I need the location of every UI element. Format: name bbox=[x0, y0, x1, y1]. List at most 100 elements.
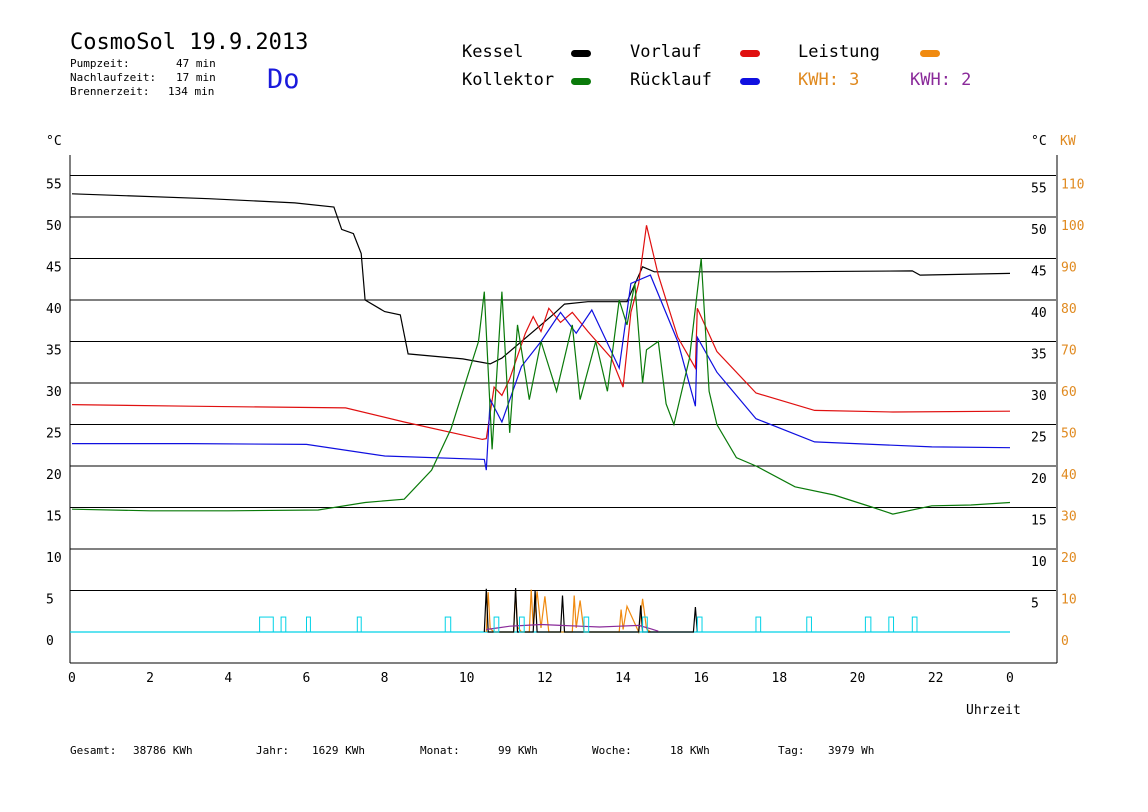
series-r-cklauf bbox=[72, 274, 1011, 471]
y-tick-right: 25 bbox=[1031, 431, 1047, 446]
x-tick: 4 bbox=[224, 671, 232, 686]
pump-marker bbox=[356, 616, 362, 633]
y-tick-right: 40 bbox=[1031, 306, 1047, 321]
x-tick: 2 bbox=[146, 671, 154, 686]
stat-value-brennerzeit: 134 min bbox=[168, 85, 215, 98]
y-tick-kw: 10 bbox=[1061, 593, 1077, 608]
y-tick-right: 30 bbox=[1031, 389, 1047, 404]
legend-kwh2-label: KWH: 2 bbox=[910, 70, 972, 90]
y-tick-left: 55 bbox=[46, 178, 62, 193]
y-tick-kw: 60 bbox=[1061, 385, 1077, 400]
stat-label-nachlaufzeit: Nachlaufzeit: bbox=[70, 71, 157, 84]
series-kwh-baseline bbox=[486, 623, 659, 632]
pump-marker bbox=[642, 616, 648, 633]
x-tick: 14 bbox=[615, 671, 631, 686]
series-vorlauf bbox=[71, 225, 1011, 441]
y-tick-left: 35 bbox=[46, 344, 62, 359]
y-tick-kw: 50 bbox=[1061, 427, 1077, 442]
y-tick-right: 45 bbox=[1031, 265, 1047, 280]
pump-marker bbox=[888, 616, 895, 633]
legend-vorlauf-label: Vorlauf bbox=[630, 42, 702, 62]
pump-marker bbox=[911, 616, 918, 633]
x-tick: 8 bbox=[381, 671, 389, 686]
y-tick-kw: 110 bbox=[1061, 178, 1084, 193]
pump-marker bbox=[864, 616, 872, 633]
legend-kollektor-swatch bbox=[571, 78, 591, 85]
y-tick-left: 5 bbox=[46, 593, 54, 608]
footer-monat-value: 99 KWh bbox=[498, 744, 538, 757]
chart-title: CosmoSol 19.9.2013 bbox=[70, 30, 309, 55]
x-tick: 12 bbox=[537, 671, 553, 686]
y-tick-right: 20 bbox=[1031, 472, 1047, 487]
y-tick-right: 15 bbox=[1031, 514, 1047, 529]
x-tick: 6 bbox=[303, 671, 311, 686]
footer-gesamt-label: Gesamt: bbox=[70, 744, 117, 757]
stat-value-pumpzeit: 47 min bbox=[176, 57, 216, 70]
y-tick-kw: 70 bbox=[1061, 344, 1077, 359]
legend-leistung-label: Leistung bbox=[798, 42, 880, 62]
legend-kwh3-label: KWH: 3 bbox=[798, 70, 860, 90]
y-tick-kw: 30 bbox=[1061, 510, 1077, 525]
y-tick-right: 35 bbox=[1031, 348, 1047, 363]
pump-marker bbox=[806, 616, 812, 633]
y-axis-label-kw: KW bbox=[1060, 134, 1076, 149]
legend-vorlauf-swatch bbox=[740, 50, 760, 57]
x-axis-label: Uhrzeit bbox=[966, 703, 1021, 718]
x-tick: 18 bbox=[772, 671, 788, 686]
legend-leistung-swatch bbox=[920, 50, 940, 57]
legend-ruecklauf-label: Rücklauf bbox=[630, 70, 712, 90]
y-tick-right: 55 bbox=[1031, 182, 1047, 197]
y-tick-kw: 20 bbox=[1061, 551, 1077, 566]
y-tick-left: 40 bbox=[46, 302, 62, 317]
footer-jahr-value: 1629 KWh bbox=[312, 744, 365, 757]
y-tick-kw: 80 bbox=[1061, 302, 1077, 317]
y-tick-right: 5 bbox=[1031, 597, 1039, 612]
stat-label-pumpzeit: Pumpzeit: bbox=[70, 57, 130, 70]
x-tick: 22 bbox=[928, 671, 944, 686]
footer-tag-value: 3979 Wh bbox=[828, 744, 875, 757]
pump-marker bbox=[755, 616, 762, 633]
y-tick-left: 50 bbox=[46, 219, 62, 234]
y-axis-label-left: °C bbox=[46, 134, 62, 149]
pump-marker bbox=[259, 616, 274, 633]
pump-marker bbox=[696, 616, 703, 633]
legend-ruecklauf-swatch bbox=[740, 78, 760, 85]
stat-label-brennerzeit: Brennerzeit: bbox=[70, 85, 150, 98]
footer-gesamt-value: 38786 KWh bbox=[133, 744, 193, 757]
y-tick-left: 30 bbox=[46, 385, 62, 400]
legend-kollektor-label: Kollektor bbox=[462, 70, 555, 90]
y-tick-right: 50 bbox=[1031, 223, 1047, 238]
x-tick: 10 bbox=[459, 671, 475, 686]
footer-tag-label: Tag: bbox=[778, 744, 805, 757]
y-tick-kw: 0 bbox=[1061, 634, 1069, 649]
series-kessel bbox=[71, 193, 1011, 365]
y-tick-left: 45 bbox=[46, 261, 62, 276]
y-tick-left: 25 bbox=[46, 427, 62, 442]
y-tick-kw: 90 bbox=[1061, 261, 1077, 276]
pump-marker bbox=[444, 616, 452, 633]
footer-woche-value: 18 KWh bbox=[670, 744, 710, 757]
pump-marker bbox=[306, 616, 311, 633]
y-axis-label-right: °C bbox=[1031, 134, 1047, 149]
y-tick-kw: 100 bbox=[1061, 219, 1084, 234]
pump-marker bbox=[280, 616, 287, 633]
x-tick: 16 bbox=[693, 671, 709, 686]
y-tick-left: 0 bbox=[46, 634, 54, 649]
y-tick-right: 10 bbox=[1031, 555, 1047, 570]
x-tick: 0 bbox=[1006, 671, 1014, 686]
footer-jahr-label: Jahr: bbox=[256, 744, 290, 757]
footer-woche-label: Woche: bbox=[592, 744, 632, 757]
y-tick-left: 20 bbox=[46, 468, 62, 483]
pump-marker bbox=[583, 616, 590, 633]
y-tick-left: 15 bbox=[46, 510, 62, 525]
series-kollektor bbox=[71, 258, 1011, 515]
legend-kessel-label: Kessel bbox=[462, 42, 524, 62]
legend-kessel-swatch bbox=[571, 50, 591, 57]
weekday-label: Do bbox=[267, 64, 300, 95]
y-tick-kw: 40 bbox=[1061, 468, 1077, 483]
x-tick: 20 bbox=[850, 671, 866, 686]
pump-marker bbox=[519, 616, 525, 633]
stat-value-nachlaufzeit: 17 min bbox=[176, 71, 216, 84]
pump-marker bbox=[493, 616, 500, 633]
